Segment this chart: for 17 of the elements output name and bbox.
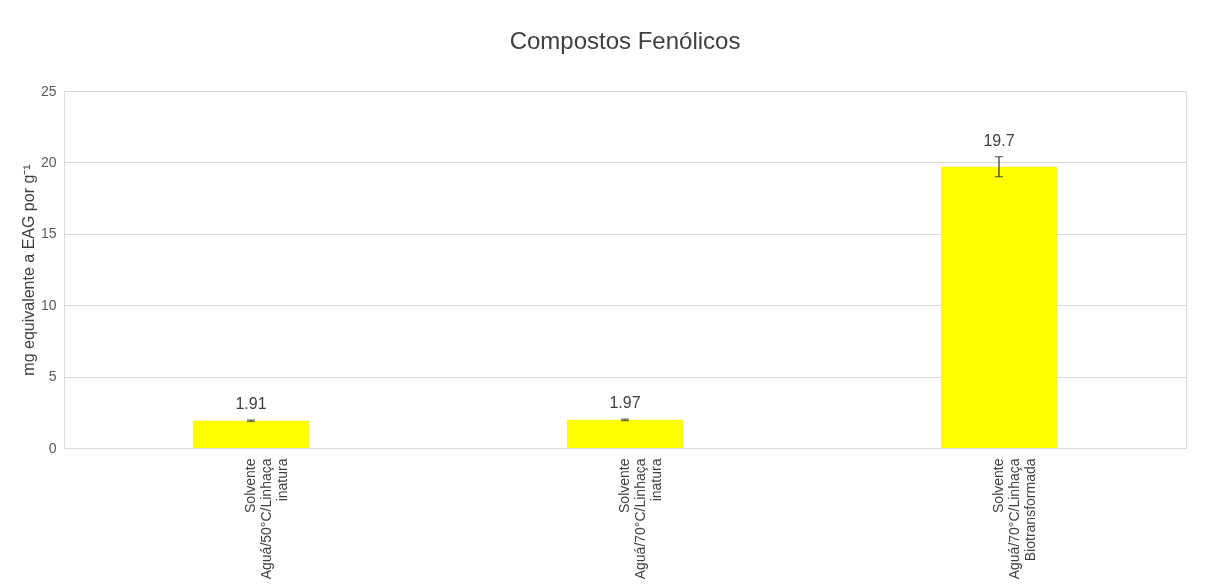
- data-label: 1.91: [235, 395, 267, 413]
- bar: [567, 419, 683, 448]
- y-tick-label: 0: [48, 439, 57, 456]
- x-tick-label: Solvente Aguá/50°C/Linhaça inatura: [242, 458, 290, 580]
- y-tick-label: 20: [40, 153, 57, 170]
- data-label: 19.7: [983, 131, 1015, 149]
- y-tick-label: 15: [40, 225, 57, 242]
- y-tick-label: 10: [40, 296, 57, 313]
- y-tick-label: 5: [48, 368, 57, 385]
- chart-title: Compostos Fenólicos: [509, 27, 741, 54]
- y-tick-label: 25: [40, 82, 57, 99]
- data-label: 1.97: [609, 394, 641, 412]
- y-axis-title: mg equivalente a EAG por g⁻¹: [19, 164, 37, 376]
- x-tick-label: Solvente Aguá/70°C/Linhaça inatura: [616, 458, 664, 580]
- bar: [941, 166, 1057, 448]
- x-tick-label: Solvente Aguá/70°C/Linhaça Biotransformada: [990, 458, 1038, 580]
- bar: [193, 420, 309, 448]
